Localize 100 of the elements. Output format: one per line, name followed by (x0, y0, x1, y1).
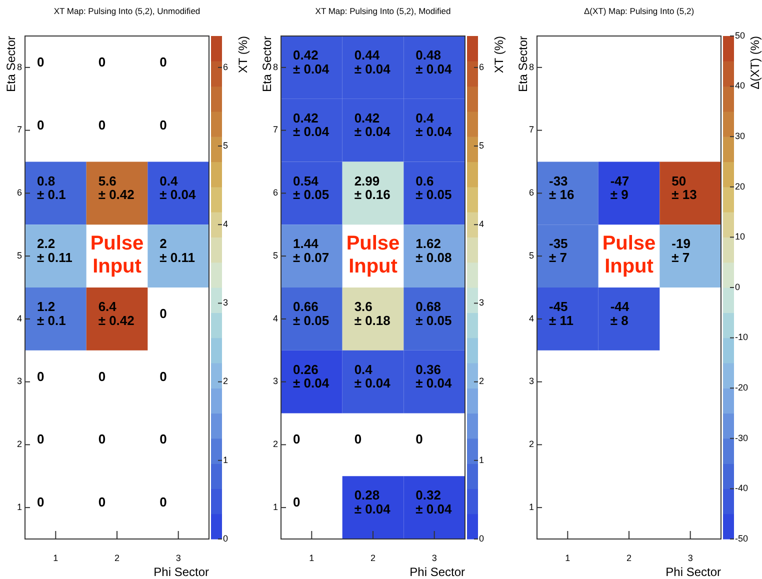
data-label: 0.4 ± 0.04 (160, 174, 196, 202)
data-label: -44 ± 8 (610, 300, 630, 328)
text: 0 (160, 306, 167, 322)
chart-title: Δ(XT) Map: Pulsing Into (5,2) (584, 6, 694, 16)
color-bar-label: -10 (735, 332, 748, 342)
text: 0 (160, 495, 167, 510)
x-tick-label: 3 (432, 553, 437, 563)
text: 0 (98, 495, 106, 510)
y-tick-label: 5 (528, 250, 534, 260)
color-bar-label: 6 (479, 62, 484, 72)
text: 0 (293, 495, 300, 510)
text: 0 (160, 369, 167, 384)
x-tick-label: 2 (626, 553, 632, 563)
y-tick-label: 7 (528, 124, 534, 135)
x-tick-label: 3 (688, 553, 693, 563)
chart-title: XT Map: Pulsing Into (5,2), Unmodified (54, 6, 200, 16)
data-label: 0.26 ± 0.04 (293, 362, 330, 392)
text: 0 (98, 118, 106, 133)
color-bar-title: XT (%) (492, 36, 506, 74)
data-label: 0.42 ± 0.04 (293, 48, 330, 77)
color-bar-title: XT (%) (236, 36, 250, 74)
data-label: 0.8 ± 0.1 (37, 174, 66, 202)
text: 0 (37, 432, 44, 448)
color-bar-label: 5 (223, 140, 228, 150)
text: 0 (37, 118, 44, 133)
data-label: 5.6 ± 0.42 (98, 174, 134, 202)
color-bar-label: -20 (735, 382, 748, 392)
y-tick-label: 6 (16, 188, 22, 198)
y-tick-label: 3 (16, 376, 22, 386)
data-label: 0.48 ± 0.04 (416, 48, 452, 77)
color-bar-label: 2 (223, 376, 228, 386)
x-tick-label: 2 (114, 553, 120, 563)
text: 0 (98, 432, 106, 448)
color-bar-label: 0 (735, 282, 740, 292)
y-tick-label: 8 (272, 62, 278, 72)
color-bar-label: 1 (223, 454, 228, 465)
text: 0 (98, 54, 106, 70)
data-label: 0.4 ± 0.04 (354, 362, 392, 392)
data-label: -45 ± 11 (549, 300, 574, 328)
x-tick-label: 3 (176, 553, 181, 563)
color-bar-label: 6 (223, 62, 228, 72)
y-tick-label: 3 (528, 376, 534, 386)
color-bar-label: 4 (223, 219, 228, 229)
annotation: Pulse Input (602, 232, 656, 278)
color-bar-label: -30 (735, 432, 748, 443)
color-bar-label: 20 (735, 181, 746, 192)
y-axis-title: Eta Sector (4, 36, 18, 92)
y-axis-title: Eta Sector (260, 36, 274, 92)
data-label: 2.99 ± 0.16 (354, 174, 390, 202)
data-label: 1.62 ± 0.08 (416, 236, 452, 266)
y-tick-label: 2 (272, 439, 278, 450)
data-label: 0.42 ± 0.04 (293, 110, 330, 140)
x-axis-title: Phi Sector (154, 565, 210, 579)
color-bar-label: 2 (479, 376, 484, 386)
data-label: 1.44 ± 0.07 (293, 236, 330, 266)
y-tick-label: 8 (16, 62, 22, 72)
color-bar-label: 10 (735, 232, 746, 242)
y-tick-label: 6 (272, 188, 278, 198)
x-axis-title: Phi Sector (666, 565, 722, 579)
y-tick-label: 2 (528, 439, 534, 450)
text: 0 (354, 432, 362, 448)
y-tick-label: 4 (16, 313, 22, 324)
data-label: 0.68 ± 0.05 (416, 300, 452, 328)
text: 0 (98, 369, 106, 384)
data-label: -33 ± 16 (549, 174, 574, 202)
data-label: 2.2 ± 0.11 (37, 236, 72, 266)
color-bar-label: 1 (479, 454, 484, 465)
color-bar-label: 4 (479, 219, 484, 229)
y-tick-label: 1 (16, 502, 22, 512)
annotation: Pulse Input (90, 232, 144, 278)
text: 0 (160, 118, 167, 133)
text: 0 (160, 54, 167, 70)
data-label: 50 ± 13 (672, 174, 697, 202)
color-bar-label: 3 (479, 298, 484, 308)
data-label: 1.2 ± 0.1 (37, 300, 66, 328)
color-bar-label: 3 (223, 298, 228, 308)
text: 0 (37, 54, 44, 70)
color-bar-label: 50 (735, 30, 746, 40)
y-tick-label: 7 (272, 124, 278, 135)
color-bar-label: -50 (735, 533, 748, 544)
x-axis-title: Phi Sector (410, 565, 466, 579)
data-label: 0.28 ± 0.04 (354, 488, 392, 517)
x-tick-label: 1 (309, 553, 314, 563)
data-label: 3.6 ± 0.18 (354, 300, 390, 328)
data-label: 0.36 ± 0.04 (416, 362, 452, 392)
color-bar-label: -40 (735, 483, 748, 494)
data-label: -19 ± 7 (672, 236, 690, 266)
data-label: 0.4 ± 0.04 (416, 110, 452, 140)
data-label: 0.6 ± 0.05 (416, 174, 452, 202)
y-tick-label: 1 (272, 502, 278, 512)
color-bar-label: 0 (479, 533, 484, 544)
data-label: -47 ± 9 (610, 174, 630, 202)
y-tick-label: 5 (272, 250, 278, 260)
data-label: 2 ± 0.11 (160, 236, 196, 266)
color-bar-title: Δ(XT) (%) (748, 36, 762, 90)
color-bar-label: 5 (479, 140, 484, 150)
y-tick-label: 4 (272, 313, 278, 324)
data-label: 0.66 ± 0.05 (293, 300, 330, 328)
y-tick-label: 5 (16, 250, 22, 260)
y-axis-title: Eta Sector (516, 36, 530, 92)
